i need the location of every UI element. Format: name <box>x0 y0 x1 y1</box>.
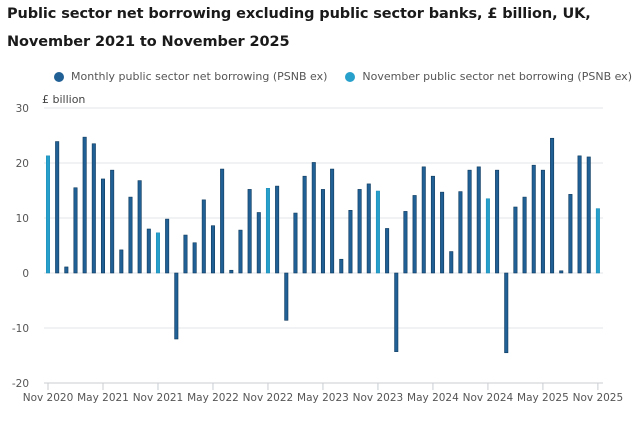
bar-monthly[interactable]: Apr 2024: 19.3 <box>421 166 426 274</box>
bar-monthly[interactable]: Dec 2024: 18.7 <box>495 169 500 274</box>
y-tick-label: -10 <box>12 323 29 335</box>
bar-monthly[interactable]: Jun 2023: 18.9 <box>330 168 335 274</box>
bar-monthly[interactable]: Jul 2025: 0.4 <box>559 270 564 274</box>
bar-monthly[interactable]: Feb 2022: 6.9 <box>183 234 188 274</box>
bar-monthly[interactable]: Jan 2024: -14.3 <box>394 272 399 352</box>
bar-monthly[interactable]: Jul 2023: 2.5 <box>339 258 344 274</box>
y-tick-label: 10 <box>16 213 29 225</box>
bar-monthly[interactable]: Mar 2024: 14.1 <box>412 195 417 274</box>
bar-monthly[interactable]: Jun 2024: 14.7 <box>440 191 445 274</box>
x-tick-label: Nov 2020 <box>23 392 74 404</box>
bar-monthly[interactable]: May 2023: 15.2 <box>320 189 325 274</box>
bar-monthly[interactable]: Oct 2023: 16.2 <box>366 183 371 274</box>
bar-monthly[interactable]: Mar 2023: 17.6 <box>302 175 307 274</box>
bar-monthly[interactable]: Jan 2022: -12 <box>174 272 179 340</box>
bar-monthly[interactable]: Jan 2023: -8.6 <box>284 272 289 321</box>
bar-monthly[interactable]: Apr 2022: 13.3 <box>201 199 206 274</box>
y-tick-label: -20 <box>12 378 29 390</box>
bar-monthly[interactable]: Aug 2021: 13.8 <box>128 196 133 274</box>
bar-monthly[interactable]: May 2025: 18.7 <box>540 169 545 274</box>
y-tick-label: 20 <box>16 158 29 170</box>
bar-monthly[interactable]: Oct 2021: 8 <box>146 228 151 274</box>
x-tick-label: Nov 2022 <box>243 392 294 404</box>
bar-monthly[interactable]: Feb 2025: 12 <box>513 206 518 274</box>
bar-monthly[interactable]: Aug 2024: 14.8 <box>458 191 463 274</box>
bar-monthly[interactable]: Sep 2024: 18.7 <box>467 169 472 274</box>
bar-monthly[interactable]: Aug 2023: 11.4 <box>348 210 353 274</box>
bar-monthly[interactable]: Sep 2023: 15.2 <box>357 189 362 274</box>
bar-monthly[interactable]: Jun 2021: 18.7 <box>110 169 115 274</box>
legend-label-monthly: Monthly public sector net borrowing (PSN… <box>71 70 328 83</box>
y-axis-unit-label: £ billion <box>42 93 86 106</box>
bar-monthly[interactable]: Mar 2025: 13.8 <box>522 196 527 274</box>
legend-label-november: November public sector net borrowing (PS… <box>362 70 632 83</box>
bar-november[interactable]: Nov 2025: 11.7 <box>595 208 600 274</box>
x-tick-label: Nov 2025 <box>573 392 624 404</box>
bar-monthly[interactable]: Mar 2022: 5.5 <box>192 242 197 274</box>
bar-monthly[interactable]: May 2022: 8.6 <box>210 225 215 274</box>
legend-item-november[interactable]: November public sector net borrowing (PS… <box>345 70 632 83</box>
bar-monthly[interactable]: Oct 2025: 21.1 <box>586 156 591 274</box>
bar-monthly[interactable]: Oct 2024: 19.3 <box>476 166 481 274</box>
bar-november[interactable]: Nov 2021: 7.3 <box>155 232 160 274</box>
x-tick-label: May 2022 <box>187 392 239 404</box>
bar-monthly[interactable]: Dec 2021: 9.8 <box>165 218 170 274</box>
legend-item-monthly[interactable]: Monthly public sector net borrowing (PSN… <box>54 70 327 83</box>
bar-november[interactable]: Nov 2024: 13.5 <box>485 198 490 274</box>
x-tick-label: Nov 2024 <box>463 392 514 404</box>
y-tick-label: 0 <box>22 268 29 280</box>
bar-november[interactable]: Nov 2020: 21.3 <box>45 155 50 274</box>
bar-monthly[interactable]: Dec 2023: 8.1 <box>385 228 390 274</box>
bar-november[interactable]: Nov 2023: 14.9 <box>375 190 380 274</box>
x-tick-label: Nov 2021 <box>133 392 184 404</box>
bar-monthly[interactable]: Jul 2021: 4.2 <box>119 249 124 274</box>
x-tick-label: May 2023 <box>297 392 349 404</box>
bar-monthly[interactable]: Jul 2022: 0.5 <box>229 269 234 274</box>
bar-monthly[interactable]: Apr 2021: 23.5 <box>91 143 96 274</box>
bar-monthly[interactable]: Dec 2020: 23.9 <box>55 141 60 274</box>
y-tick-label: 30 <box>16 103 29 115</box>
x-tick-label: May 2024 <box>407 392 459 404</box>
chart-title-line1: Public sector net borrowing excluding pu… <box>7 6 591 22</box>
bar-monthly[interactable]: Apr 2025: 19.6 <box>531 164 536 274</box>
bar-monthly[interactable]: Sep 2021: 16.8 <box>137 180 142 274</box>
bar-monthly[interactable]: Feb 2021: 15.5 <box>73 187 78 274</box>
bar-monthly[interactable]: Feb 2024: 11.2 <box>403 211 408 274</box>
bar-monthly[interactable]: Apr 2023: 20.1 <box>311 162 316 274</box>
bar-monthly[interactable]: Jan 2025: -14.5 <box>504 272 509 354</box>
bar-monthly[interactable]: Jun 2022: 18.9 <box>220 168 225 274</box>
bar-monthly[interactable]: Feb 2023: 10.9 <box>293 212 298 274</box>
bar-monthly[interactable]: Mar 2021: 24.7 <box>82 136 87 274</box>
x-tick-label: Nov 2023 <box>353 392 404 404</box>
bar-monthly[interactable]: Jan 2021: 1.1 <box>64 266 69 274</box>
x-tick-label: May 2025 <box>517 392 569 404</box>
x-tick-label: May 2021 <box>77 392 129 404</box>
legend-dot-monthly-icon <box>54 71 64 82</box>
bar-november[interactable]: Nov 2022: 15.4 <box>265 188 270 274</box>
bar-monthly[interactable]: Sep 2025: 21.3 <box>577 155 582 274</box>
bar-monthly[interactable]: Jun 2025: 24.5 <box>550 137 555 274</box>
bar-monthly[interactable]: May 2024: 17.6 <box>430 175 435 274</box>
bar-monthly[interactable]: Sep 2022: 15.2 <box>247 189 252 274</box>
bar-monthly[interactable]: Aug 2022: 7.8 <box>238 229 243 274</box>
chart-title-line2: November 2021 to November 2025 <box>7 34 290 50</box>
bar-monthly[interactable]: Aug 2025: 14.3 <box>568 194 573 274</box>
legend-dot-november-icon <box>345 71 356 82</box>
chart-legend: Monthly public sector net borrowing (PSN… <box>54 70 632 83</box>
bar-monthly[interactable]: May 2021: 17.1 <box>100 178 105 274</box>
bar-monthly[interactable]: Dec 2022: 15.8 <box>275 185 280 274</box>
bar-monthly[interactable]: Jul 2024: 3.9 <box>449 251 454 274</box>
bar-monthly[interactable]: Oct 2022: 11 <box>256 212 261 274</box>
